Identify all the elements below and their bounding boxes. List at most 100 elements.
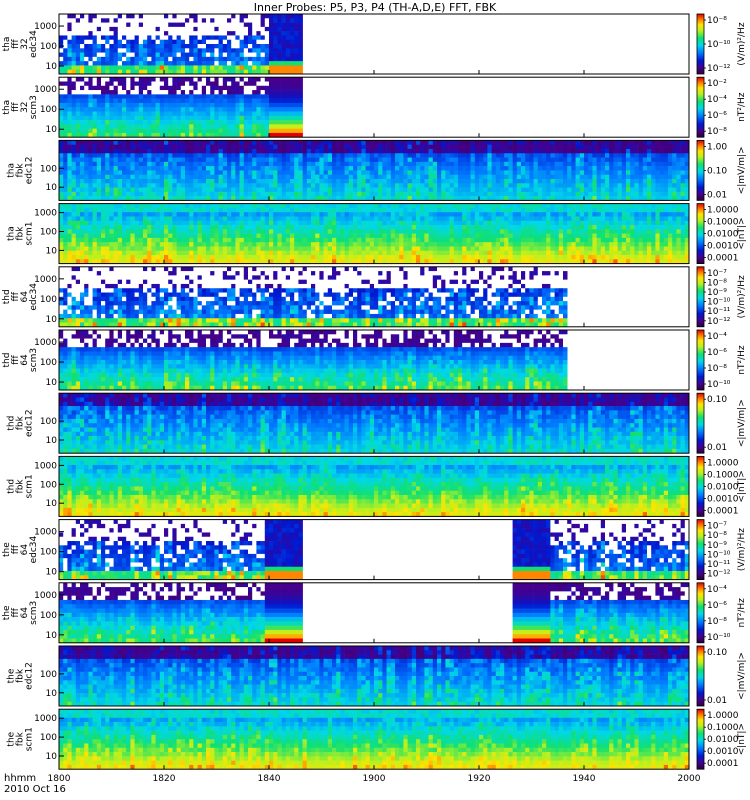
cell	[294, 183, 299, 188]
cell	[96, 220, 102, 226]
cell	[567, 183, 572, 188]
cell	[130, 31, 135, 36]
cell	[361, 229, 366, 234]
cell	[84, 115, 89, 121]
cell	[386, 183, 392, 188]
cell	[189, 233, 194, 239]
panel-1-colorbar-label: (V/m)²/Hz	[737, 22, 747, 65]
cell	[365, 229, 371, 234]
cell	[357, 250, 362, 256]
cell	[319, 178, 324, 184]
cell	[126, 81, 131, 87]
cell	[227, 44, 232, 49]
cell	[483, 157, 488, 163]
cell	[185, 39, 190, 45]
cell	[243, 191, 249, 197]
cell	[277, 65, 282, 71]
cell	[201, 69, 207, 75]
cell	[63, 81, 68, 87]
cell	[500, 183, 505, 188]
cell	[651, 183, 656, 188]
cell	[105, 174, 110, 180]
cell	[155, 132, 161, 138]
cell	[101, 196, 106, 201]
cell	[180, 187, 186, 193]
cell	[323, 225, 329, 230]
cell	[126, 259, 131, 264]
cell	[344, 161, 350, 167]
cell	[109, 102, 114, 108]
cell	[260, 207, 266, 213]
cell	[239, 207, 245, 213]
cell	[59, 22, 64, 28]
cell	[386, 170, 392, 175]
cell	[185, 120, 190, 125]
cell	[63, 44, 68, 49]
cell	[113, 77, 119, 82]
cell	[168, 216, 173, 222]
cell	[105, 187, 110, 193]
cell	[483, 191, 488, 197]
cell	[214, 203, 219, 209]
cell	[201, 259, 207, 264]
cell	[298, 90, 303, 95]
cell	[365, 140, 371, 145]
cell	[71, 65, 77, 71]
cell	[201, 22, 207, 28]
cell	[390, 212, 396, 217]
cell	[143, 102, 148, 108]
cell	[533, 153, 539, 158]
cell	[407, 220, 413, 226]
cell	[298, 98, 303, 104]
cell	[327, 191, 333, 197]
cell	[243, 207, 249, 213]
cell	[302, 187, 308, 193]
cell	[227, 187, 232, 193]
cell	[222, 259, 228, 264]
cell	[185, 44, 190, 49]
cell	[357, 233, 362, 239]
cell	[159, 22, 165, 28]
cell	[508, 187, 513, 193]
cell	[453, 187, 459, 193]
cell	[222, 144, 228, 150]
cell	[353, 207, 358, 213]
cell	[84, 26, 89, 32]
cell	[609, 148, 614, 154]
cell	[222, 237, 228, 243]
cell	[357, 242, 362, 247]
cell	[117, 157, 123, 163]
cell	[302, 196, 308, 201]
cell	[470, 187, 476, 193]
cell	[252, 132, 257, 138]
cell	[269, 140, 274, 145]
cell	[243, 22, 249, 28]
cell	[197, 52, 203, 58]
cell	[642, 196, 648, 201]
cell	[273, 18, 278, 23]
cell	[403, 166, 408, 171]
cell	[193, 166, 198, 171]
cell	[609, 153, 614, 158]
cell	[88, 77, 93, 82]
cell	[479, 187, 484, 193]
cell	[239, 212, 245, 217]
cell	[634, 140, 639, 145]
cell	[227, 174, 232, 180]
cell	[369, 166, 375, 171]
cell	[290, 144, 295, 150]
cell	[277, 31, 282, 36]
cell	[80, 187, 85, 193]
cell	[210, 233, 215, 239]
cell	[260, 124, 266, 129]
cell	[130, 52, 135, 58]
cell	[542, 166, 547, 171]
cell	[432, 170, 438, 175]
cell	[105, 35, 110, 41]
cell	[197, 203, 203, 209]
cell	[134, 120, 140, 125]
cell	[197, 128, 203, 134]
cell	[642, 191, 648, 197]
cell	[672, 140, 677, 145]
cell	[155, 255, 161, 260]
